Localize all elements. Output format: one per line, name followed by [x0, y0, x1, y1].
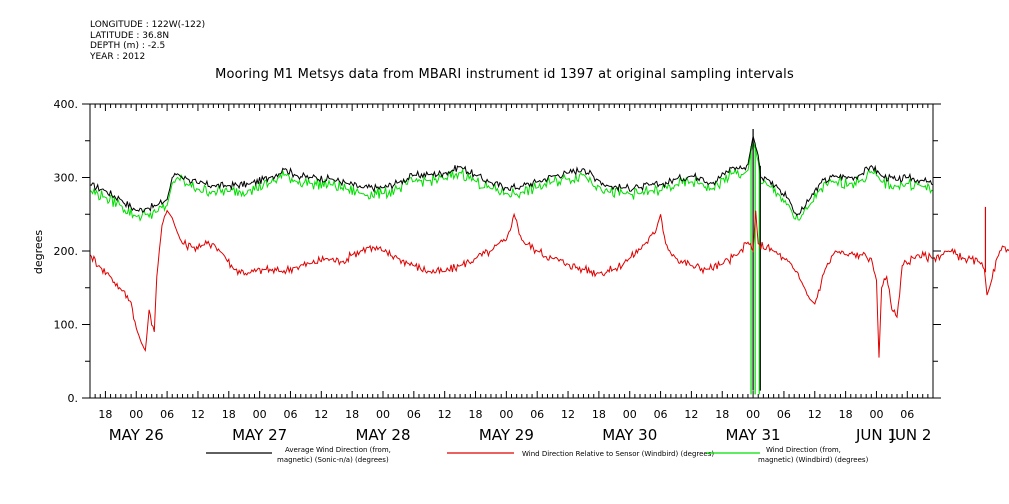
x-tick-label: 06 [654, 408, 668, 421]
y-axis-label: degrees [32, 230, 45, 275]
y-tick-label: 200. [54, 245, 79, 258]
x-date-label: MAY 30 [602, 426, 657, 444]
x-date-label: MAY 28 [355, 426, 410, 444]
depth-label: DEPTH (m) : -2.5 [90, 41, 166, 51]
legend-label-line2: magnetic) (Sonic-n/a) (degrees) [277, 456, 389, 464]
x-date-label: MAY 29 [479, 426, 534, 444]
x-tick-label: 18 [98, 408, 112, 421]
x-tick-label: 00 [499, 408, 513, 421]
year-label: YEAR : 2012 [90, 51, 146, 62]
x-tick-label: 12 [438, 408, 452, 421]
x-tick-label: 06 [160, 408, 174, 421]
x-tick-label: 12 [561, 408, 575, 421]
x-tick-label: 00 [376, 408, 390, 421]
x-date-label: MAY 31 [726, 426, 781, 444]
x-tick-label: 00 [129, 408, 143, 421]
x-tick-label: 18 [222, 408, 236, 421]
y-tick-label: 0. [68, 392, 79, 405]
x-tick-label: 12 [314, 408, 328, 421]
y-tick-label: 100. [54, 319, 79, 332]
x-date-label: MAY 27 [232, 426, 287, 444]
x-tick-label: 06 [900, 408, 914, 421]
x-tick-label: 06 [777, 408, 791, 421]
plot-frame [89, 103, 934, 399]
series-line [89, 136, 934, 216]
longitude-label: LONGITUDE : 122W(-122) [90, 20, 206, 30]
series-line [89, 142, 934, 222]
x-tick-label: 06 [530, 408, 544, 421]
x-tick-label: 06 [407, 408, 421, 421]
legend-label: Wind Direction (from, [766, 446, 841, 454]
chart-title: Mooring M1 Metsys data from MBARI instru… [215, 67, 794, 82]
x-tick-label: 00 [746, 408, 760, 421]
metadata-block: LONGITUDE : 122W(-122) LATITUDE : 36.8N … [90, 20, 205, 62]
x-tick-label: 00 [869, 408, 883, 421]
axis-labels: 0. 100. 200. 300. 400. 18 00 06 12 18 00 06 12 18 00 06… [54, 98, 932, 444]
x-tick-label: 12 [808, 408, 822, 421]
x-tick-label: 00 [253, 408, 267, 421]
axis-ticks [82, 103, 941, 399]
series-lines [89, 128, 1009, 395]
x-date-label: MAY 26 [109, 426, 164, 444]
x-date-label: JUN 1 [855, 426, 897, 444]
x-tick-label: 18 [469, 408, 483, 421]
series-line [89, 209, 1009, 358]
legend-label: Average Wind Direction (from, [285, 446, 391, 454]
legend: Average Wind Direction (from, magnetic) (… [206, 446, 869, 464]
latitude-label: LATITUDE : 36.8N [90, 30, 170, 41]
legend-label: Wind Direction Relative to Sensor (Windb… [522, 450, 714, 458]
x-tick-label: 12 [684, 408, 698, 421]
legend-label-line2: magnetic) (Windbird) (degrees) [758, 456, 869, 464]
y-tick-label: 300. [54, 172, 79, 185]
x-tick-label: 06 [283, 408, 297, 421]
x-tick-label: 18 [592, 408, 606, 421]
x-tick-label: 18 [345, 408, 359, 421]
y-tick-label: 400. [54, 98, 79, 111]
x-tick-label: 12 [191, 408, 205, 421]
x-tick-label: 18 [839, 408, 853, 421]
x-tick-label: 00 [623, 408, 637, 421]
x-tick-label: 18 [715, 408, 729, 421]
x-date-label: JUN 2 [890, 426, 932, 444]
